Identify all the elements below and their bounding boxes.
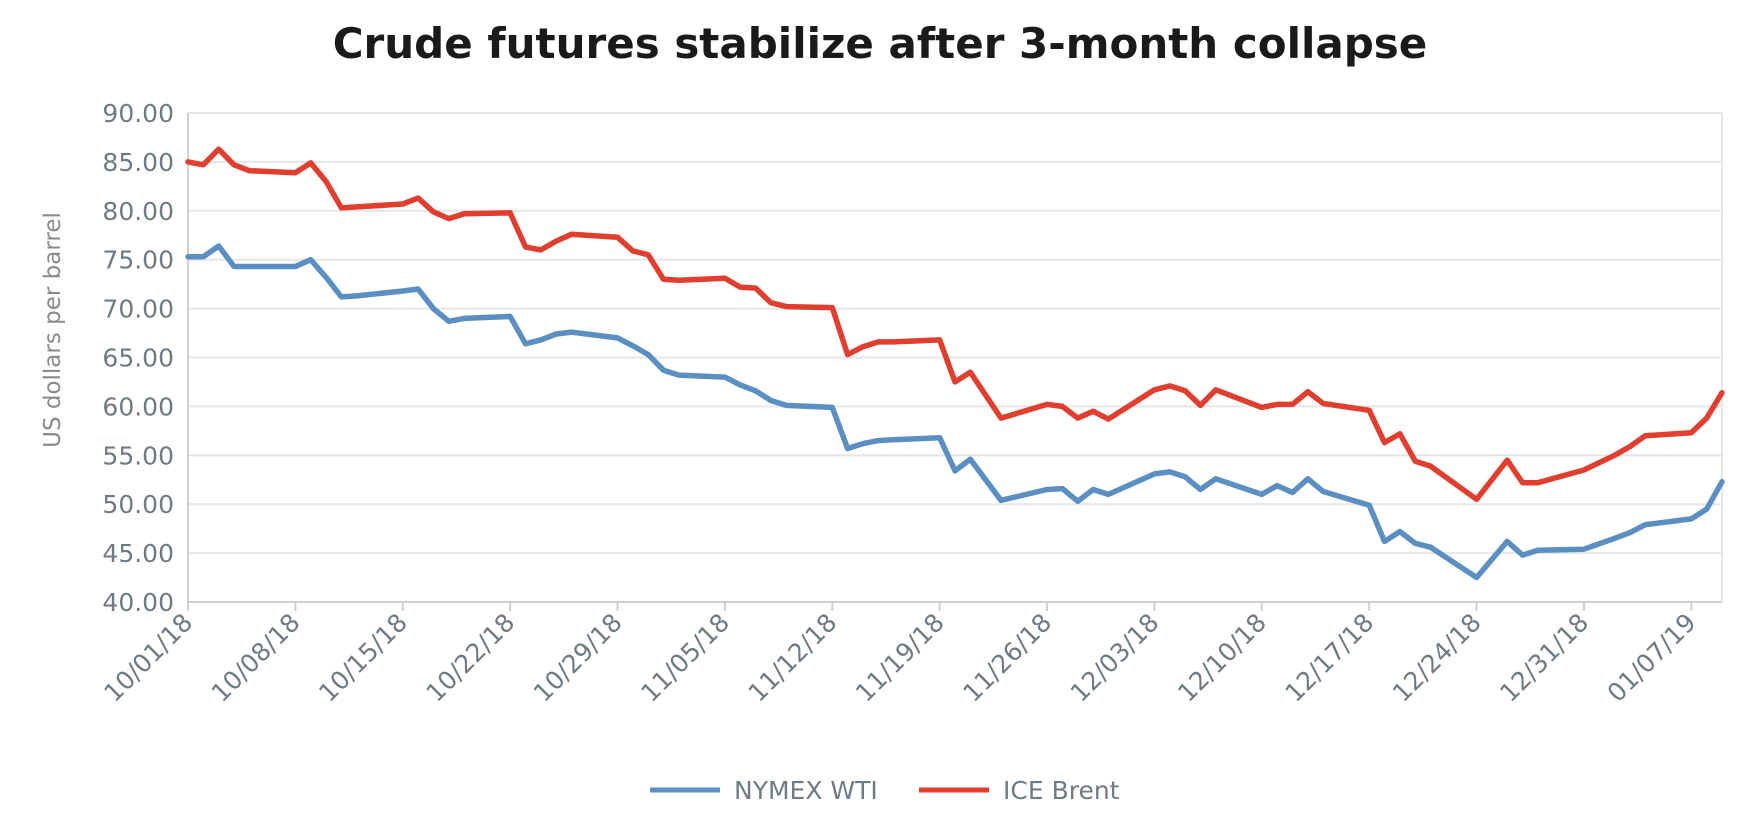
x-tick-label: 12/03/18 xyxy=(1065,608,1165,708)
y-axis-label: US dollars per barrel xyxy=(40,212,66,448)
y-tick-label: 75.00 xyxy=(102,246,174,275)
series-lines xyxy=(185,146,1725,581)
x-tick-label: 11/26/18 xyxy=(957,608,1057,708)
y-tick-label: 90.00 xyxy=(102,99,174,128)
x-tick-label: 12/10/18 xyxy=(1172,608,1272,708)
x-axis-ticks: 10/01/18 10/08/18 10/15/18 10/22/18 10/29/18… xyxy=(98,602,1702,708)
legend-label: NYMEX WTI xyxy=(734,776,878,805)
series-line-ice-brent xyxy=(185,146,1725,503)
x-tick-label: 10/08/18 xyxy=(206,608,306,708)
x-tick-label: 11/12/18 xyxy=(743,608,843,708)
y-tick-label: 50.00 xyxy=(102,490,174,519)
x-tick-label: 10/29/18 xyxy=(528,608,628,708)
x-tick-label: 12/17/18 xyxy=(1280,608,1380,708)
x-tick-label: 10/22/18 xyxy=(420,608,520,708)
x-tick-label: 11/19/18 xyxy=(850,608,950,708)
x-tick-label: 10/01/18 xyxy=(98,608,198,708)
chart-title: Crude futures stabilize after 3-month co… xyxy=(333,19,1428,68)
y-tick-label: 40.00 xyxy=(102,588,174,617)
y-tick-label: 65.00 xyxy=(102,344,174,373)
y-tick-label: 80.00 xyxy=(102,197,174,226)
x-tick-label: 12/24/18 xyxy=(1387,608,1487,708)
x-tick-label: 01/07/19 xyxy=(1602,608,1702,708)
y-tick-label: 55.00 xyxy=(102,441,174,470)
y-tick-label: 85.00 xyxy=(102,148,174,177)
grid-lines xyxy=(187,112,1723,603)
x-tick-label: 10/15/18 xyxy=(313,608,413,708)
y-tick-label: 45.00 xyxy=(102,539,174,568)
x-tick-label: 12/31/18 xyxy=(1494,608,1594,708)
y-axis-ticks: 90.00 85.00 80.00 75.00 70.00 65.00 60.00 55.00… xyxy=(102,99,174,617)
y-tick-label: 70.00 xyxy=(102,295,174,324)
y-tick-label: 60.00 xyxy=(102,392,174,421)
x-tick-label: 11/05/18 xyxy=(635,608,735,708)
series-line-nymex-wti xyxy=(185,243,1725,581)
legend: NYMEX WTI ICE Brent xyxy=(650,776,1120,805)
legend-label: ICE Brent xyxy=(1003,776,1120,805)
